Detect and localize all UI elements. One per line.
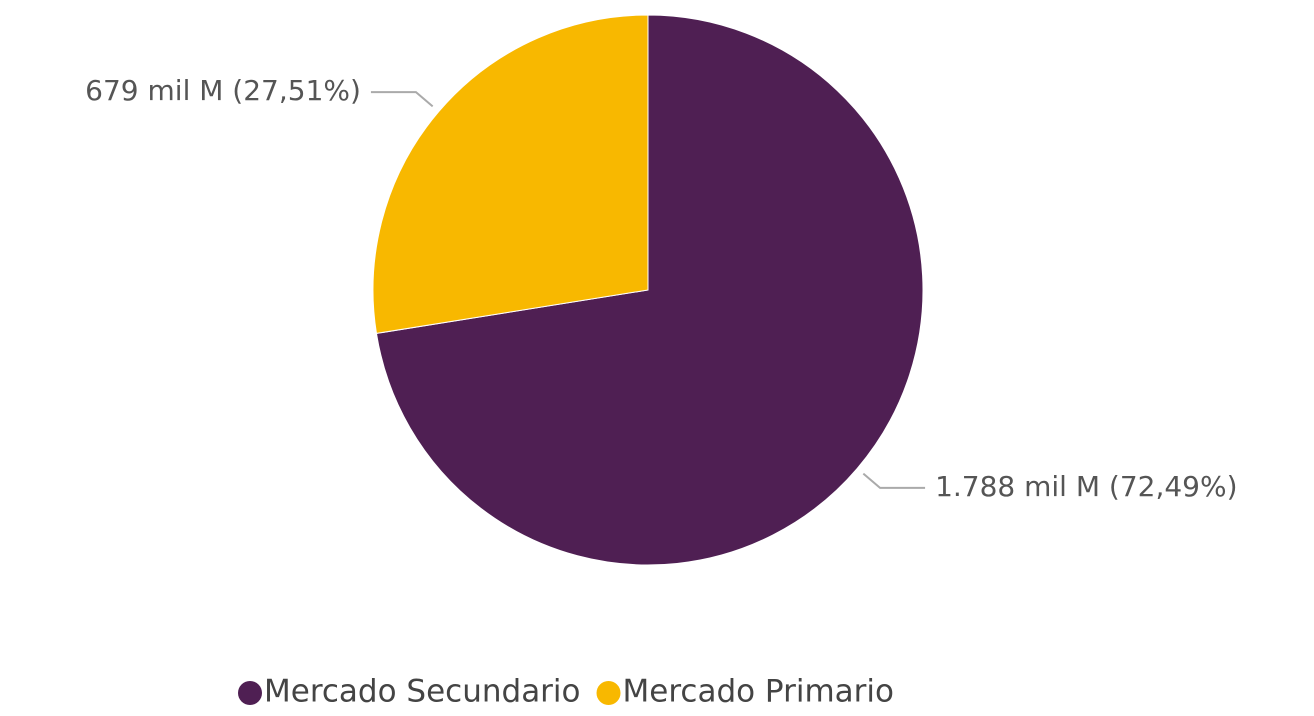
pie-slice <box>375 14 924 566</box>
pie-slice <box>372 14 649 334</box>
legend-label: Mercado Primario <box>623 674 894 710</box>
leader-line <box>370 91 434 108</box>
legend-label: Mercado Secundario <box>264 674 581 710</box>
leader-line <box>862 472 926 489</box>
data-label: 1.788 mil M (72,49%) <box>935 470 1237 503</box>
legend-marker <box>596 681 621 705</box>
legend-marker <box>238 681 262 705</box>
data-label: 679 mil M (27,51%) <box>85 74 361 107</box>
